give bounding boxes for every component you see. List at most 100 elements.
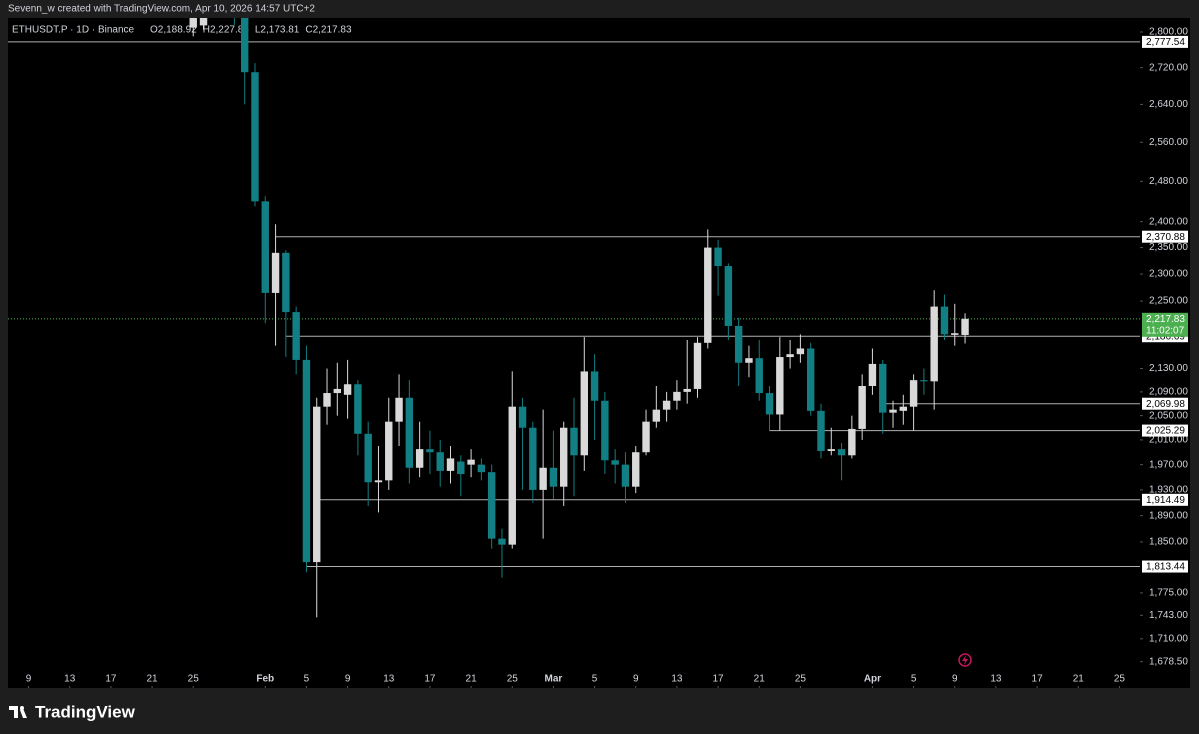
y-tick-label: 1,775.00 [1149, 588, 1188, 599]
candle-body [909, 380, 918, 407]
candle-body [621, 464, 630, 487]
candle-body [467, 459, 475, 465]
ohlc-label: C2,217.83 [305, 25, 352, 36]
x-tick-label: 5 [911, 674, 917, 685]
level-label-box [1142, 493, 1188, 506]
candle-body [343, 384, 352, 395]
candle-body [940, 306, 949, 335]
candle-body [261, 201, 269, 293]
level-label: 2,069.98 [1146, 399, 1185, 410]
level-label: 1,914.49 [1146, 495, 1185, 506]
candle-body [333, 388, 342, 394]
x-tick-label: 13 [383, 674, 395, 685]
x-tick-label: 25 [507, 674, 519, 685]
y-tick-label: 2,090.00 [1149, 387, 1188, 398]
countdown: 11:02:07 [1146, 325, 1185, 336]
level-label: 2,186.69 [1146, 331, 1185, 342]
x-tick-label: 5 [304, 674, 310, 685]
candle-body [313, 406, 321, 563]
candle-body [652, 409, 661, 422]
candle-body [570, 427, 578, 456]
candle-body [487, 472, 496, 539]
lightning-icon [958, 653, 972, 667]
candle-body [271, 252, 280, 293]
y-tick-label: 2,720.00 [1149, 62, 1188, 73]
candle-body [611, 460, 619, 465]
candle-body [549, 467, 558, 487]
candle-body [951, 333, 959, 335]
level-label-box [1142, 560, 1188, 573]
x-tick-label: 13 [64, 674, 76, 685]
candle-body [292, 312, 300, 360]
candle-body [889, 409, 897, 413]
last-price-box [1142, 312, 1188, 337]
brand-logo [9, 706, 27, 718]
level-label-box [1142, 35, 1188, 48]
candle-body [405, 397, 414, 468]
candle-body [837, 449, 846, 456]
x-tick-label: 17 [424, 674, 436, 685]
candle-body [601, 400, 609, 461]
y-tick-label: 2,640.00 [1149, 99, 1188, 110]
y-tick-label: 2,800.00 [1149, 27, 1188, 38]
candle-body [817, 410, 825, 451]
candle-body [189, 18, 197, 28]
candle-body [498, 538, 506, 545]
y-tick-label: 1,930.00 [1149, 485, 1188, 496]
x-tick-label: 9 [345, 674, 351, 685]
x-tick-label: Apr [864, 674, 881, 685]
x-tick-label: 21 [466, 674, 478, 685]
candle-body [446, 458, 455, 471]
level-label-box [1142, 230, 1188, 243]
y-tick-label: 1,850.00 [1149, 537, 1188, 548]
candle-body [693, 342, 702, 389]
candle-body [282, 252, 290, 313]
level-label-box [1142, 424, 1188, 437]
candle-body [354, 384, 362, 434]
candle-body [796, 348, 805, 355]
level-label-box [1142, 397, 1188, 410]
candle-body [240, 18, 249, 73]
ohlc-label: O2,188.92 [150, 25, 197, 36]
x-tick-label: 13 [671, 674, 683, 685]
candle-body [374, 480, 383, 483]
candle-body [961, 318, 969, 335]
y-tick-label: 2,300.00 [1149, 269, 1188, 280]
ohlc-label: H2,227.85 [203, 25, 250, 36]
candle-body [642, 421, 650, 453]
candle-body [858, 385, 866, 429]
candle-body [806, 348, 815, 411]
candle-body [426, 449, 434, 453]
x-tick-label: 21 [754, 674, 766, 685]
y-tick-label: 1,710.00 [1149, 633, 1188, 644]
candle-body [251, 72, 259, 202]
candle-body [879, 363, 887, 413]
y-tick-label: 2,560.00 [1149, 137, 1188, 148]
y-tick-label: 2,480.00 [1149, 176, 1188, 187]
candle-body [848, 428, 856, 456]
candle-body [580, 371, 588, 456]
candle-body [786, 354, 794, 358]
candle-body [539, 467, 547, 490]
x-tick-label: 9 [26, 674, 32, 685]
candle-body [436, 452, 444, 471]
x-tick-label: 9 [633, 674, 639, 685]
last-price-label: 2,217.83 [1146, 314, 1185, 325]
x-tick-label: Feb [256, 674, 274, 685]
plot-area [8, 18, 1140, 618]
candle-body [704, 247, 712, 343]
y-tick-label: 2,130.00 [1149, 363, 1188, 374]
x-tick-label: 13 [990, 674, 1002, 685]
candle-body [662, 400, 671, 410]
y-tick-label: 1,970.00 [1149, 459, 1188, 470]
candle-body [827, 449, 835, 451]
x-tick-label: 17 [105, 674, 117, 685]
y-tick-label: 2,400.00 [1149, 216, 1188, 227]
x-tick-label: 17 [1032, 674, 1044, 685]
candle-body [529, 427, 537, 490]
candle-body [560, 427, 568, 487]
candle-body [724, 266, 733, 326]
candle-body [776, 357, 784, 415]
